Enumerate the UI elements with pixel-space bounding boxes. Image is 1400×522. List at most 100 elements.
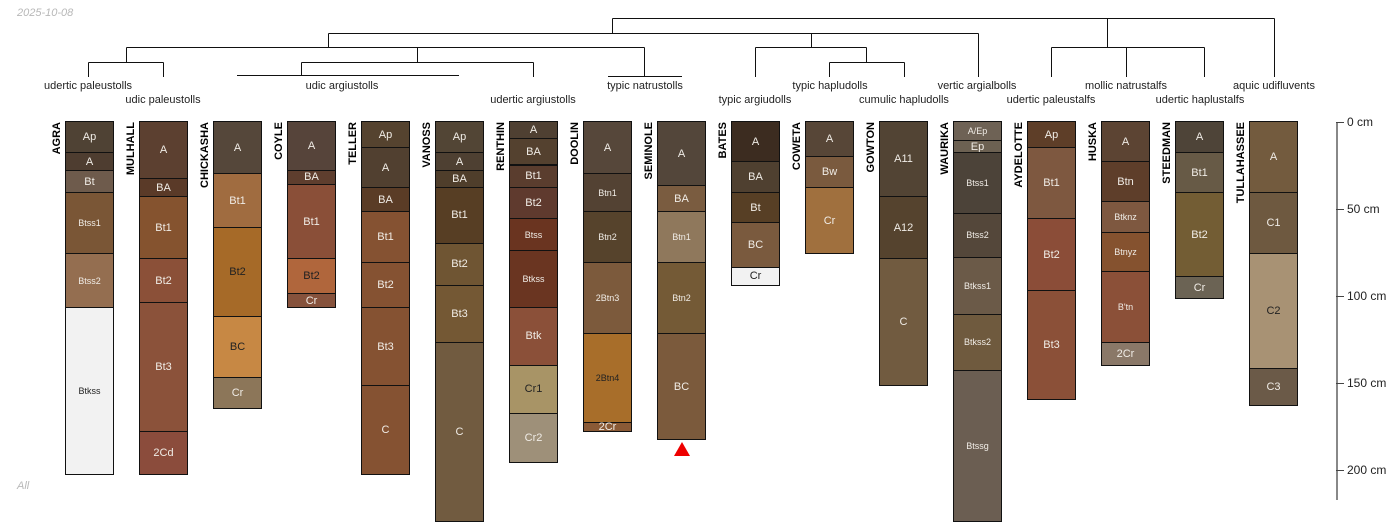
horizon: Cr (805, 187, 854, 255)
profile-name: AGRA (51, 122, 63, 155)
horizon-label: BA (378, 193, 393, 206)
horizon-label: BC (229, 340, 246, 353)
horizon-label: Bw (821, 165, 838, 178)
horizon: BA (435, 169, 484, 189)
horizon: Bt2 (435, 242, 484, 286)
axis-tick-label: 100 cm (1347, 289, 1387, 303)
horizon: Btknz (1101, 201, 1150, 234)
horizon-label: Bt3 (451, 307, 468, 320)
horizon: Btk (509, 307, 558, 366)
horizon: Bt1 (213, 173, 262, 229)
horizon-label: BA (526, 145, 541, 158)
horizon-label: Btkss2 (963, 337, 991, 348)
horizon-label: A (455, 155, 464, 168)
taxon-label: udic paleustolls (125, 94, 201, 106)
taxon-label: udertic paleustolls (43, 80, 133, 92)
horizon: A (657, 121, 706, 187)
horizon: Bt (65, 169, 114, 194)
profile-name: DOOLIN (569, 122, 581, 165)
horizon-label: B'tn (1117, 301, 1134, 312)
horizon-label: Btkss1 (963, 280, 991, 291)
horizon-label: A (825, 132, 834, 145)
axis-tick-label: 50 cm (1347, 202, 1380, 216)
horizon-label: A (381, 161, 390, 174)
horizon: BA (657, 185, 706, 213)
horizon: Btn2 (583, 211, 632, 263)
horizon-label: Cr1 (524, 383, 543, 396)
horizon-label: Btn (1117, 175, 1134, 188)
horizon: Ap (65, 121, 114, 154)
horizon-label: Btn2 (598, 232, 617, 243)
horizon: Bt1 (361, 211, 410, 263)
horizon: A (65, 152, 114, 171)
depth-axis-line (1336, 122, 1338, 500)
horizon-label: Bt2 (1191, 228, 1208, 241)
horizon: Bt1 (139, 195, 188, 260)
horizon-label: A (159, 144, 168, 157)
profile-name: MULHALL (125, 122, 137, 176)
axis-tick (1336, 470, 1344, 471)
horizon-label: 2Cd (153, 446, 174, 459)
horizon: Bt2 (361, 261, 410, 309)
horizon: Btn1 (583, 173, 632, 213)
horizon-label: Bt3 (1043, 339, 1060, 352)
horizon-label: BA (748, 171, 763, 184)
horizon-label: Btss2 (78, 275, 101, 286)
horizon: Bt3 (1027, 289, 1076, 401)
horizon: Btss1 (65, 192, 114, 255)
horizon-label: A (603, 141, 612, 154)
horizon-label: Bt2 (303, 270, 320, 283)
horizon: C1 (1249, 192, 1298, 255)
horizon-label: Bt2 (525, 197, 542, 210)
horizon: C3 (1249, 368, 1298, 406)
axis-tick (1336, 383, 1344, 384)
horizon-label: BC (673, 380, 690, 393)
horizon-label: Bt (750, 201, 761, 214)
horizon-label: Btss1 (78, 218, 101, 229)
horizon: BC (731, 221, 780, 269)
horizon-label: A/Ep (967, 126, 988, 137)
horizon: 2Btn3 (583, 261, 632, 335)
horizon: Btnyz (1101, 232, 1150, 272)
horizon: C (435, 341, 484, 522)
horizon: Bt1 (1027, 147, 1076, 220)
profile-name: BATES (717, 122, 729, 159)
horizon: A (213, 121, 262, 175)
horizon: A (583, 121, 632, 175)
horizon-label: Bt1 (525, 170, 542, 183)
horizon-label: Bt1 (1191, 166, 1208, 179)
horizon: A (139, 121, 188, 180)
horizon-label: Cr (749, 270, 762, 283)
horizon-label: A (233, 141, 242, 154)
horizon: C (879, 258, 928, 387)
horizon: Btkss (509, 249, 558, 309)
taxon-label: udertic paleustalfs (1006, 94, 1096, 106)
horizon-label: A (1269, 151, 1278, 164)
horizon: Btss (509, 218, 558, 251)
horizon: Cr1 (509, 364, 558, 415)
horizon: Ap (435, 121, 484, 154)
horizon-label: A (677, 147, 686, 160)
horizon-label: A12 (893, 221, 914, 234)
horizon-label: Bt3 (155, 360, 172, 373)
horizon: Btssg (953, 369, 1002, 522)
horizon-label: Btkss (78, 386, 101, 397)
horizon: Bw (805, 155, 854, 189)
horizon: Btss2 (953, 213, 1002, 258)
horizon: Bt (731, 192, 780, 223)
horizon-label: Bt2 (155, 274, 172, 287)
axis-tick-label: 150 cm (1347, 376, 1387, 390)
horizon: Bt1 (435, 187, 484, 244)
profile-name: COWETA (791, 122, 803, 171)
horizon: Cr2 (509, 413, 558, 464)
horizon-label: Btn2 (672, 293, 691, 304)
horizon: Bt2 (1027, 218, 1076, 291)
subset-label: All (17, 480, 30, 492)
horizon-label: Btn1 (598, 187, 617, 198)
horizon: Btn2 (657, 261, 706, 335)
profile-name: RENTHIN (495, 122, 507, 171)
horizon: A (361, 147, 410, 189)
horizon: A (731, 121, 780, 163)
horizon: 2Cr (1101, 341, 1150, 366)
horizon-label: Ap (378, 128, 393, 141)
